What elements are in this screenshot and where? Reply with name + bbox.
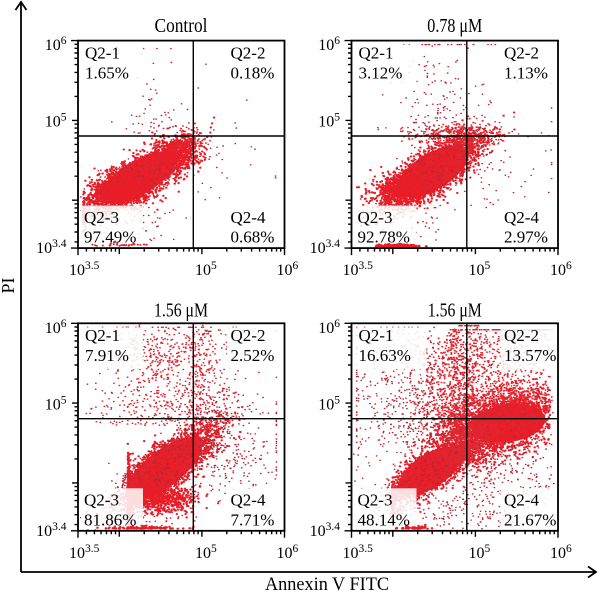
svg-text:Q2-4: Q2-4 xyxy=(504,208,539,227)
svg-text:1.56 μM: 1.56 μM xyxy=(154,300,208,322)
svg-text:Q2-4: Q2-4 xyxy=(231,208,266,227)
svg-text:Q2-4: Q2-4 xyxy=(504,491,539,510)
svg-text:Q2-2: Q2-2 xyxy=(504,326,539,345)
svg-text:21.67%: 21.67% xyxy=(504,510,556,529)
svg-text:1.13%: 1.13% xyxy=(504,63,548,82)
svg-text:Annexin V FITC: Annexin V FITC xyxy=(265,574,389,595)
svg-text:Q2-1: Q2-1 xyxy=(85,326,120,345)
svg-text:16.63%: 16.63% xyxy=(359,346,411,365)
svg-text:2.97%: 2.97% xyxy=(504,228,548,247)
svg-text:81.86%: 81.86% xyxy=(84,510,136,529)
svg-text:Q2-1: Q2-1 xyxy=(359,43,394,62)
svg-text:Q2-2: Q2-2 xyxy=(231,43,266,62)
svg-text:3.12%: 3.12% xyxy=(359,63,403,82)
svg-text:1.65%: 1.65% xyxy=(85,63,129,82)
svg-text:0.18%: 0.18% xyxy=(231,63,275,82)
svg-text:Q2-3: Q2-3 xyxy=(84,208,119,227)
svg-text:0.78 μM: 0.78 μM xyxy=(427,15,482,37)
svg-text:92.78%: 92.78% xyxy=(358,228,410,247)
svg-text:97.49%: 97.49% xyxy=(84,228,136,247)
svg-text:13.57%: 13.57% xyxy=(504,346,556,365)
svg-text:Q2-2: Q2-2 xyxy=(231,326,266,345)
svg-text:7.91%: 7.91% xyxy=(85,346,129,365)
svg-text:Q2-2: Q2-2 xyxy=(504,43,539,62)
svg-text:1.56 μM: 1.56 μM xyxy=(428,300,482,322)
svg-text:7.71%: 7.71% xyxy=(231,510,275,529)
svg-text:Q2-1: Q2-1 xyxy=(359,326,394,345)
svg-text:Q2-3: Q2-3 xyxy=(84,491,119,510)
svg-text:Q2-1: Q2-1 xyxy=(85,43,120,62)
svg-text:Q2-3: Q2-3 xyxy=(358,208,393,227)
svg-text:2.52%: 2.52% xyxy=(231,346,275,365)
svg-text:Control: Control xyxy=(155,15,208,37)
svg-text:Q2-4: Q2-4 xyxy=(231,491,266,510)
svg-text:PI: PI xyxy=(0,277,18,293)
svg-text:Q2-3: Q2-3 xyxy=(358,491,393,510)
svg-text:0.68%: 0.68% xyxy=(231,228,275,247)
svg-text:48.14%: 48.14% xyxy=(358,510,410,529)
